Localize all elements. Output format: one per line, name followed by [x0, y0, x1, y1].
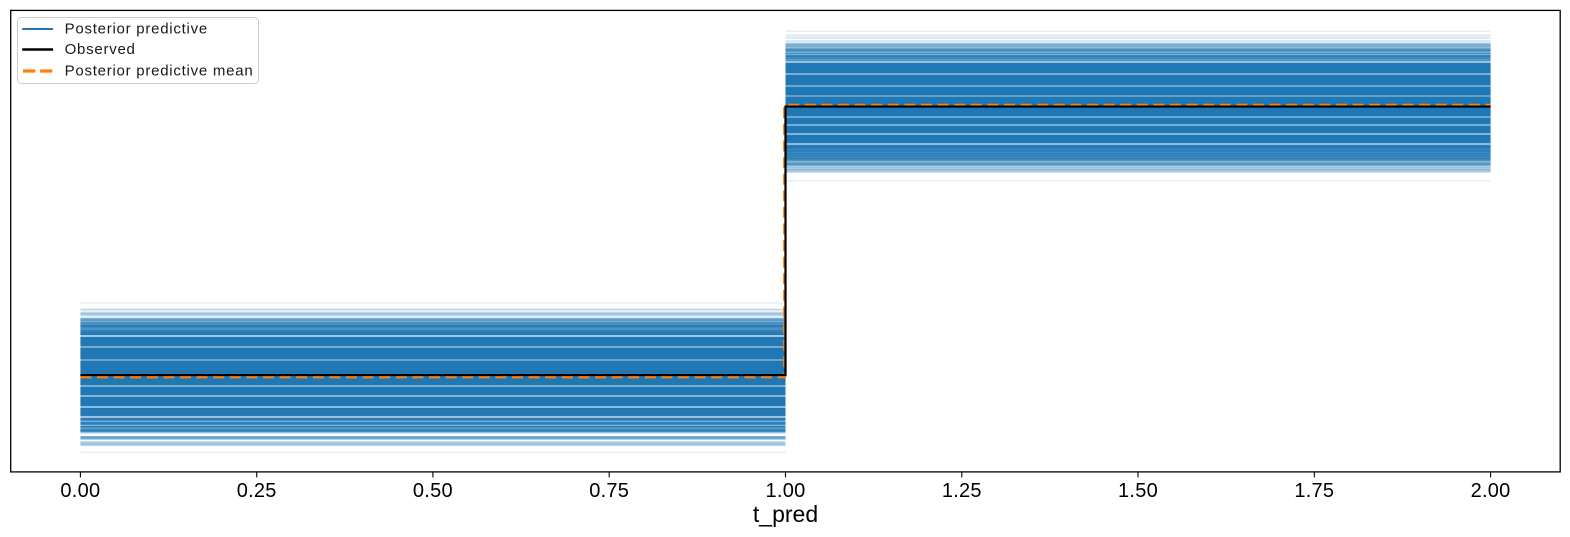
svg-text:0.75: 0.75 [589, 480, 629, 502]
svg-text:Posterior predictive: Posterior predictive [65, 21, 208, 38]
svg-text:1.25: 1.25 [942, 480, 982, 502]
svg-text:1.75: 1.75 [1294, 480, 1334, 502]
svg-text:t_pred: t_pred [753, 501, 818, 527]
svg-text:Observed: Observed [65, 41, 136, 58]
svg-text:2.00: 2.00 [1471, 480, 1511, 502]
svg-text:1.50: 1.50 [1118, 480, 1158, 502]
svg-text:1.00: 1.00 [766, 480, 806, 502]
svg-text:0.00: 0.00 [60, 480, 100, 502]
svg-text:Posterior predictive mean: Posterior predictive mean [65, 63, 254, 80]
svg-text:0.50: 0.50 [413, 480, 453, 502]
svg-text:0.25: 0.25 [237, 480, 277, 502]
